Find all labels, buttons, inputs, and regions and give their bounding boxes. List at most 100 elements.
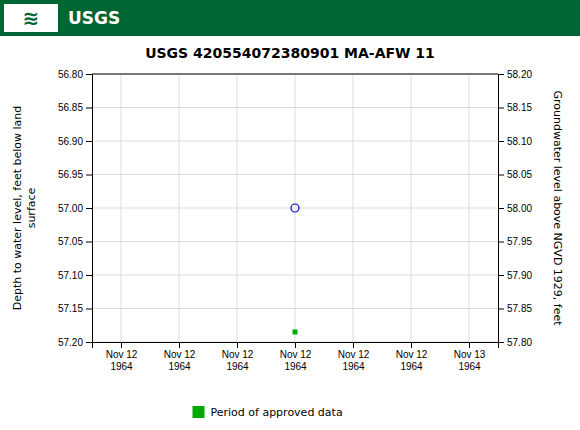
header-logo-box [4, 4, 58, 32]
y-tick-mark [86, 275, 92, 276]
y-tick: 57.10 [58, 270, 92, 281]
header-text: USGS [68, 8, 120, 28]
y2-tick: 58.15 [498, 102, 532, 113]
grid-line-y [92, 74, 498, 75]
y-tick: 56.80 [58, 69, 92, 80]
y-tick: 56.85 [58, 102, 92, 113]
chart: ≋ USGS USGS 420554072380901 MA-AFW 11 56.80… [0, 0, 580, 430]
y2-tick-label: 58.10 [507, 136, 532, 147]
y-tick: 57.05 [58, 236, 92, 247]
x-tick-mark [237, 342, 238, 348]
y2-tick: 58.10 [498, 136, 532, 147]
y-tick-mark [86, 141, 92, 142]
y-tick: 57.00 [58, 203, 92, 214]
y2-tick-mark [498, 208, 504, 209]
y2-axis-title: Groundwater level above NGVD 1929, feet [551, 90, 564, 326]
x-tick-mark [411, 342, 412, 348]
x-tick-label: Nov 121964 [164, 349, 196, 372]
y-tick-mark [86, 175, 92, 176]
y-tick: 56.90 [58, 136, 92, 147]
y2-tick: 58.05 [498, 169, 532, 180]
grid-line-x [469, 74, 470, 342]
point-circle [291, 204, 299, 212]
y2-tick-mark [498, 242, 504, 243]
legend-label: Period of approved data [211, 406, 343, 419]
y-tick: 57.15 [58, 303, 92, 314]
y2-tick-label: 58.20 [507, 69, 532, 80]
y-tick-mark [86, 342, 92, 343]
grid-line-x [353, 74, 354, 342]
y-tick-label: 57.10 [58, 270, 83, 281]
y2-tick: 57.80 [498, 337, 532, 348]
x-tick-label: Nov 121964 [222, 349, 254, 372]
y-tick-label: 57.00 [58, 203, 83, 214]
y2-tick-label: 57.90 [507, 270, 532, 281]
grid-line-x [121, 74, 122, 342]
y2-tick-mark [498, 275, 504, 276]
y2-tick: 58.00 [498, 203, 532, 214]
y-tick-label: 57.05 [58, 236, 83, 247]
x-tick: Nov 131964 [454, 342, 486, 372]
y-tick-label: 57.15 [58, 303, 83, 314]
y-axis-line [86, 75, 93, 343]
plot: 56.80 56.85 56.90 56.95 57.00 57.05 57.10 57.15… [58, 69, 532, 372]
grid-line-x [237, 74, 238, 342]
y2-tick: 57.90 [498, 270, 532, 281]
x-tick: Nov 121964 [222, 342, 254, 372]
x-tick-mark [469, 342, 470, 348]
plot-background [92, 74, 498, 342]
y2-tick-label: 57.95 [507, 236, 532, 247]
x-tick-label: Nov 121964 [338, 349, 370, 372]
x-tick-mark [295, 342, 296, 348]
x-tick-label: Nov 121964 [280, 349, 312, 372]
y-tick-mark [86, 242, 92, 243]
y-tick-label: 57.20 [58, 337, 83, 348]
y-tick: 56.95 [58, 169, 92, 180]
title: USGS 420554072380901 MA-AFW 11 [145, 45, 435, 61]
marks [291, 204, 299, 334]
x-tick: Nov 121964 [164, 342, 196, 372]
x-tick: Nov 121964 [396, 342, 428, 372]
y-tick: 57.20 [58, 337, 92, 348]
x-tick-mark [353, 342, 354, 348]
y2-tick-mark [498, 175, 504, 176]
y2-tick-label: 57.85 [507, 303, 532, 314]
grid-line-x [295, 74, 296, 342]
y-tick-mark [86, 74, 92, 75]
x-axis: Nov 121964 Nov 121964 Nov 121964 Nov 121964… [93, 342, 499, 372]
y2-tick: 57.95 [498, 236, 532, 247]
y-tick-label: 56.90 [58, 136, 83, 147]
series [293, 329, 298, 334]
x-tick: Nov 121964 [280, 342, 312, 372]
legend: Period of approved data [193, 406, 343, 419]
x-tick-label: Nov 131964 [454, 349, 486, 372]
header-logo: ≋ [23, 6, 40, 30]
y2-tick-mark [498, 108, 504, 109]
header-bar [0, 0, 580, 36]
y2-axis: 58.20 58.15 58.10 58.05 58.00 57.95 57.90 57.85… [498, 69, 532, 348]
plot-frame-top [92, 74, 498, 75]
grid-line-x [179, 74, 180, 342]
grid [92, 74, 498, 342]
y-tick-mark [86, 309, 92, 310]
y-tick-mark [86, 108, 92, 109]
y2-tick: 57.85 [498, 303, 532, 314]
y-axis: 56.80 56.85 56.90 56.95 57.00 57.05 57.10 57.15… [58, 69, 93, 348]
y2-tick-mark [498, 309, 504, 310]
x-axis-line [93, 343, 499, 349]
y-tick-label: 56.95 [58, 169, 83, 180]
x-tick: Nov 121964 [338, 342, 370, 372]
y-tick-mark [86, 208, 92, 209]
y2-tick-label: 58.15 [507, 102, 532, 113]
y-tick-label: 56.80 [58, 69, 83, 80]
y2-tick-mark [498, 141, 504, 142]
y2-axis-line [499, 75, 505, 343]
grid-line-x [411, 74, 412, 342]
point-square [293, 329, 298, 334]
y2-tick: 58.20 [498, 69, 532, 80]
legend-item: Period of approved data [193, 406, 343, 419]
y2-tick-mark [498, 74, 504, 75]
y-axis-title: Depth to water level, feet below landsur… [11, 106, 37, 311]
x-tick-mark [121, 342, 122, 348]
x-tick-label: Nov 121964 [106, 349, 138, 372]
